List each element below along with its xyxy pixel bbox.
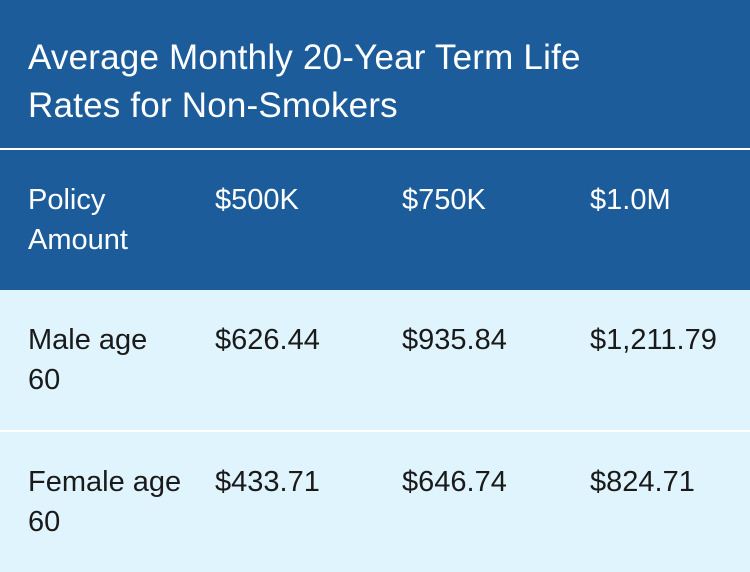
rates-table: Policy Amount $500K $750K $1.0M Male age…: [0, 150, 750, 572]
cell-male-1m: $1,211.79: [590, 324, 717, 356]
title-divider: [0, 148, 750, 150]
chart-title: Average Monthly 20-Year Term Life Rates …: [28, 38, 581, 125]
cell-male-500k: $626.44: [215, 324, 320, 356]
table-row-female-age-60: Female age 60 $433.71 $646.74 $824.71: [0, 431, 750, 572]
table-row-male-age-60: Male age 60 $626.44 $935.84 $1,211.79: [0, 290, 750, 431]
cell-male-750k: $935.84: [402, 324, 507, 356]
table-header-row: Policy Amount $500K $750K $1.0M: [0, 150, 750, 290]
header-policy-amount: Policy Amount: [28, 184, 128, 256]
header-1m: $1.0M: [590, 184, 671, 216]
cell-female-1m: $824.71: [590, 466, 695, 498]
cell-female-750k: $646.74: [402, 466, 507, 498]
row-label-female: Female age 60: [28, 466, 182, 538]
title-bar: Average Monthly 20-Year Term Life Rates …: [0, 0, 750, 148]
row-label-male: Male age 60: [28, 324, 148, 396]
cell-female-500k: $433.71: [215, 466, 320, 498]
header-750k: $750K: [402, 184, 486, 216]
header-500k: $500K: [215, 184, 299, 216]
